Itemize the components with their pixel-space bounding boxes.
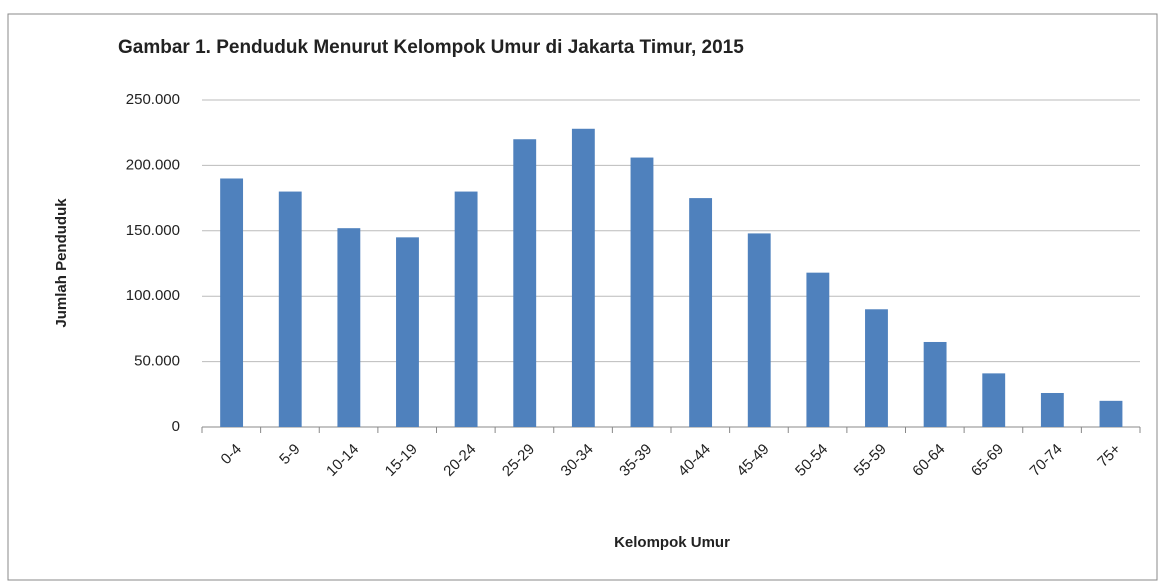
bar bbox=[454, 191, 478, 427]
bar bbox=[1040, 392, 1064, 427]
bar bbox=[513, 139, 537, 428]
bar bbox=[747, 233, 771, 427]
bar bbox=[689, 198, 713, 427]
bar bbox=[630, 157, 654, 427]
y-tick-label: 250.000 bbox=[126, 91, 180, 108]
y-tick-label: 50.000 bbox=[134, 353, 180, 370]
x-axis-title: Kelompok Umur bbox=[614, 534, 730, 551]
bar bbox=[571, 128, 595, 427]
bar bbox=[278, 191, 302, 427]
chart-title: Gambar 1. Penduduk Menurut Kelompok Umur… bbox=[118, 37, 744, 58]
bar bbox=[220, 178, 244, 427]
bar bbox=[923, 341, 947, 427]
bar bbox=[865, 309, 888, 427]
bar bbox=[806, 272, 830, 427]
bar bbox=[982, 373, 1006, 427]
y-axis-title: Jumlah Penduduk bbox=[53, 198, 70, 328]
bar bbox=[337, 228, 361, 427]
y-tick-label: 0 bbox=[172, 418, 180, 435]
bar bbox=[1099, 400, 1123, 427]
y-tick-label: 100.000 bbox=[126, 287, 180, 304]
y-tick-label: 200.000 bbox=[126, 156, 180, 173]
y-tick-label: 150.000 bbox=[126, 222, 180, 239]
bar bbox=[396, 237, 419, 427]
